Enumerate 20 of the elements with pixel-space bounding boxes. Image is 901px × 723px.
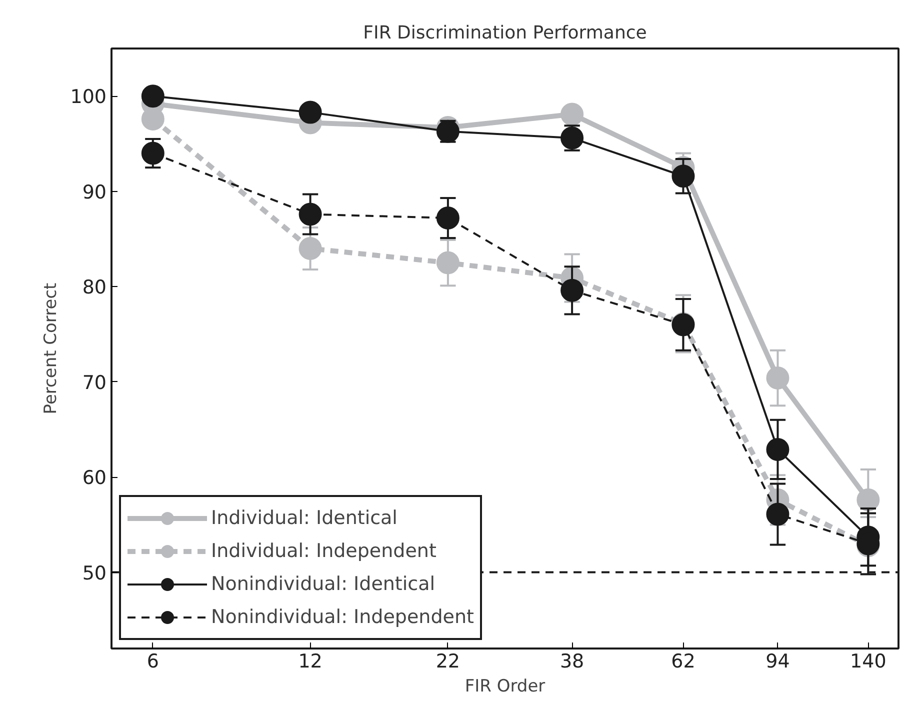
x-axis-title: FIR Order: [464, 676, 546, 696]
x-tick-label: 12: [298, 650, 322, 672]
x-tick-label: 94: [766, 650, 790, 672]
legend-label: Individual: Identical: [211, 507, 398, 529]
legend-label: Individual: Independent: [211, 540, 436, 562]
y-tick-label: 90: [82, 181, 107, 204]
chart-title: FIR Discrimination Performance: [363, 22, 647, 44]
y-tick-label: 50: [82, 562, 107, 584]
y-axis-title: Percent Correct: [41, 282, 62, 414]
legend-label: Nonindividual: Identical: [211, 573, 436, 595]
x-tick-label: 22: [436, 650, 460, 672]
y-tick-label: 70: [82, 372, 107, 394]
y-tick-label: 80: [82, 276, 107, 299]
x-tick-label: 6: [146, 650, 159, 672]
x-tick-label: 38: [560, 650, 584, 672]
y-tick-label: 100: [70, 86, 106, 108]
x-tick-label: 62: [671, 650, 696, 672]
x-tick-label: 140: [850, 650, 886, 672]
legend-label: Nonindividual: Independent: [211, 606, 474, 628]
y-tick-label: 60: [82, 467, 107, 490]
